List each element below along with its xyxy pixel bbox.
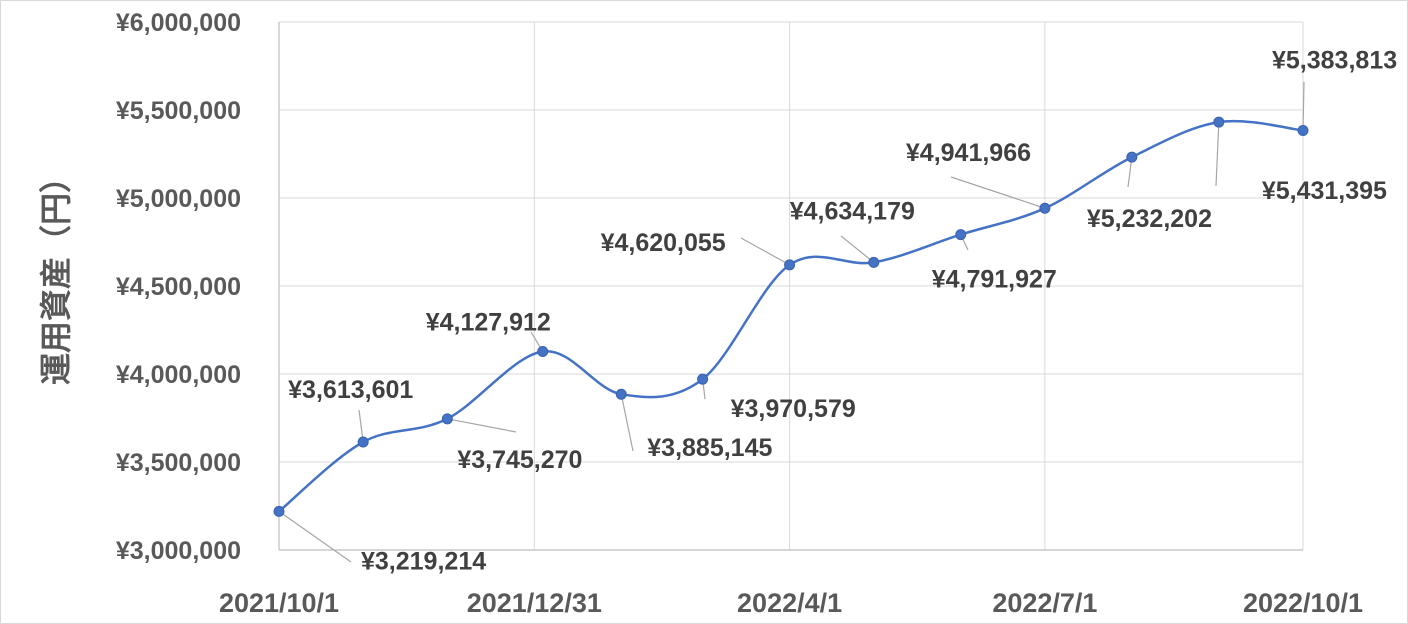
x-tick-label: 2022/7/1 <box>992 588 1097 618</box>
y-tick-label: ¥6,000,000 <box>116 9 241 37</box>
data-label: ¥5,383,813 <box>1272 46 1397 74</box>
leader-line <box>840 235 875 263</box>
data-point <box>1213 116 1225 128</box>
data-label: ¥4,791,927 <box>932 266 1057 294</box>
data-label: ¥4,620,055 <box>601 229 726 257</box>
x-tick-label: 2022/10/1 <box>1243 588 1363 618</box>
data-points <box>273 116 1309 517</box>
leader-line <box>740 237 790 266</box>
data-point <box>868 256 880 268</box>
data-point <box>1297 124 1309 136</box>
label-leader-lines <box>278 81 1305 563</box>
leader-line <box>620 394 634 452</box>
data-label: ¥4,634,179 <box>790 197 915 225</box>
data-label: ¥4,127,912 <box>426 308 551 336</box>
data-point <box>273 505 285 517</box>
data-point <box>955 229 967 241</box>
x-tick-label: 2021/10/1 <box>219 588 339 618</box>
y-tick-label: ¥5,000,000 <box>116 185 241 213</box>
data-point <box>697 373 709 385</box>
data-label: ¥3,613,601 <box>288 376 413 404</box>
leader-line <box>1302 81 1305 131</box>
leader-line <box>1215 122 1220 187</box>
y-tick-label: ¥4,000,000 <box>116 361 241 389</box>
data-label: ¥3,219,214 <box>361 547 486 575</box>
y-tick-label: ¥4,500,000 <box>116 273 241 301</box>
y-tick-labels: ¥3,000,000 ¥3,500,000 ¥4,000,000 ¥4,500,000… <box>116 9 241 565</box>
data-point <box>1039 202 1051 214</box>
data-label: ¥5,232,202 <box>1087 205 1212 233</box>
data-labels: ¥3,219,214 ¥3,613,601 ¥3,745,270 ¥4,127,912… <box>288 46 1397 575</box>
data-point <box>615 388 627 400</box>
data-label: ¥4,941,966 <box>906 139 1031 167</box>
gridlines <box>279 21 1304 550</box>
data-point <box>441 413 453 425</box>
data-label: ¥3,970,579 <box>731 395 856 423</box>
axes <box>278 22 1303 551</box>
y-tick-label: ¥3,000,000 <box>116 537 241 565</box>
y-tick-label: ¥3,500,000 <box>116 449 241 477</box>
y-axis-label: 運用資産（円） <box>37 161 75 385</box>
data-label: ¥5,431,395 <box>1262 177 1387 205</box>
leader-line <box>278 510 352 563</box>
y-tick-label: ¥5,500,000 <box>116 97 241 125</box>
leader-line <box>950 176 1046 209</box>
leader-line <box>447 418 517 433</box>
data-point <box>1126 151 1138 163</box>
data-label: ¥3,885,145 <box>647 434 772 462</box>
x-tick-labels: 2021/10/1 2021/12/31 2022/4/1 2022/7/1 2022/… <box>219 588 1363 618</box>
x-tick-label: 2021/12/31 <box>467 588 602 618</box>
data-label: ¥3,745,270 <box>457 446 582 474</box>
x-tick-label: 2022/4/1 <box>737 588 842 618</box>
data-point <box>784 259 796 271</box>
data-point <box>357 436 369 448</box>
data-point <box>537 345 549 357</box>
